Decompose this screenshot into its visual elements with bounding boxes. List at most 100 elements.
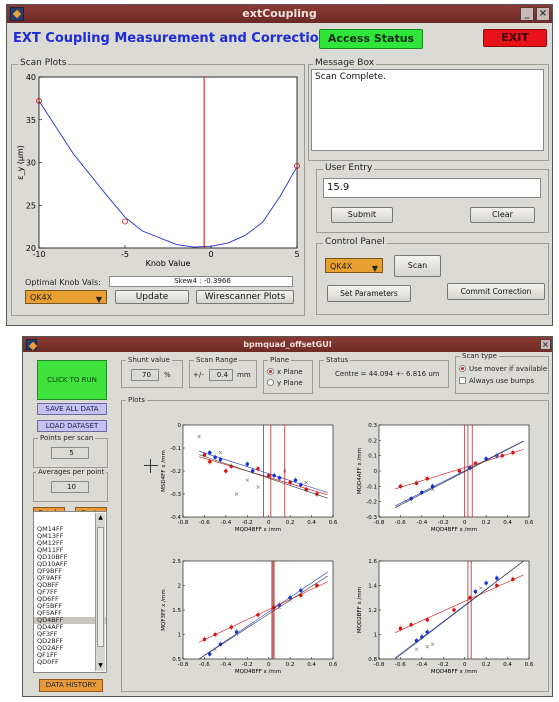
list-item[interactable]: QD4BFF <box>34 617 106 624</box>
user-entry-label: User Entry <box>323 163 375 173</box>
averages-input[interactable]: 10 <box>51 481 89 493</box>
commit-correction-button[interactable]: Commit Correction <box>447 283 545 300</box>
message-box-label: Message Box <box>313 58 377 68</box>
scan-plots-label: Scan Plots <box>18 58 69 68</box>
use-mover-radio[interactable] <box>459 365 466 372</box>
y-plane-radio[interactable] <box>267 379 274 386</box>
x-plane-radio[interactable] <box>267 368 274 375</box>
bpm-plot-msd4ff: -0.8 -0.6 -0.4 -0.2 0 0.2 0.4 0.6 0 -0.1 -0.2 -0.3 -… <box>161 423 338 533</box>
y-tick-label: -0.2 <box>366 500 377 506</box>
y-tick-label: 1.6 <box>368 559 377 565</box>
access-status-button[interactable]: Access Status <box>319 29 423 49</box>
x-tick-label: 0 <box>267 662 271 668</box>
shunt-input[interactable]: 70 <box>131 369 159 381</box>
measurement-point <box>36 98 42 104</box>
list-item[interactable]: QF5AFF <box>37 609 62 617</box>
submit-button[interactable]: Submit <box>331 207 393 223</box>
list-item[interactable]: QF1FF <box>37 651 58 659</box>
control-quad-select[interactable]: QK4X ▼ <box>325 258 383 273</box>
list-item[interactable]: QD2BFF <box>37 637 64 645</box>
x-tick-label: 0.2 <box>482 662 491 668</box>
x-tick-label: 0.6 <box>525 662 534 668</box>
measurement-point <box>122 218 128 225</box>
matlab-app-icon <box>26 339 37 350</box>
plots-label: Plots <box>126 396 147 404</box>
list-item[interactable]: QD6FF <box>37 595 59 603</box>
points-per-scan-input[interactable]: 5 <box>51 447 89 459</box>
list-item[interactable]: QM11FF <box>37 546 64 554</box>
crosshair-horizontal <box>144 465 158 466</box>
scan-range-label: Scan Range <box>194 356 240 364</box>
x-tick-label: -0.8 <box>178 662 189 668</box>
y-tick-label: 30 <box>26 159 36 168</box>
control-panel-label: Control Panel <box>323 237 387 247</box>
list-item[interactable]: QD10AFF <box>37 560 68 568</box>
y-tick-label: 25 <box>26 201 36 210</box>
close-icon[interactable]: × <box>536 7 550 21</box>
magnet-listbox[interactable]: QM14FF QM13FF QM12FF QM11FF QD10BFF QD10AFF QF… <box>33 511 107 673</box>
x-tick-label: 0.4 <box>307 520 316 526</box>
x-tick-label: 0 <box>208 250 213 259</box>
list-item[interactable]: QD8FF <box>37 581 59 589</box>
plot-quad-select[interactable]: QK4X ▼ <box>25 290 107 304</box>
x-axis-label: MQD4BFF x /mm <box>235 527 281 533</box>
message-box-panel: Message Box <box>308 58 549 161</box>
grey-fit-line <box>394 560 524 660</box>
scan-type-label: Scan type <box>460 352 499 360</box>
close-icon[interactable]: × <box>540 339 551 350</box>
scroll-up-icon[interactable]: ▲ <box>98 514 103 521</box>
list-item[interactable]: QD4AFF <box>37 623 64 631</box>
x-marker-point <box>234 492 239 496</box>
list-item[interactable]: QM14FF <box>37 525 64 533</box>
y-tick-label: 0.5 <box>172 657 181 663</box>
click-to-run-button[interactable]: CLICK TO RUN <box>37 360 107 400</box>
save-all-data-button[interactable]: SAVE ALL DATA <box>37 403 107 415</box>
status-label: Status <box>324 356 351 364</box>
update-button[interactable]: Update <box>115 290 189 304</box>
x-marker-point <box>256 485 260 489</box>
x-tick-label: -0.8 <box>374 662 385 668</box>
x-marker-point <box>218 450 223 455</box>
set-parameters-button[interactable]: Set Parameters <box>327 285 411 302</box>
listbox-scrollbar[interactable]: ▲ ▼ <box>95 513 105 671</box>
list-item[interactable]: QF7FF <box>37 588 58 596</box>
list-item[interactable]: QM13FF <box>37 532 64 540</box>
x-marker-point <box>288 598 292 602</box>
radio-selected-dot <box>461 367 464 370</box>
chevron-down-icon: ▼ <box>371 264 378 273</box>
x-tick-label: -0.8 <box>178 520 189 526</box>
always-bumps-checkbox[interactable] <box>459 377 466 384</box>
exit-button[interactable]: EXIT <box>483 29 547 47</box>
scan-button[interactable]: Scan <box>394 255 441 277</box>
scan-range-input[interactable]: 0.4 <box>209 369 233 381</box>
y-tick-label: 1 <box>178 633 182 639</box>
x-tick-label: -0.6 <box>199 520 210 526</box>
user-entry-input[interactable]: 15.9 <box>323 178 541 198</box>
x-tick-label: -0.2 <box>438 662 449 668</box>
x-tick-label: -0.2 <box>242 520 253 526</box>
wirescanner-plots-button[interactable]: Wirescanner Plots <box>196 290 294 304</box>
x-tick-label: -0.4 <box>220 662 231 668</box>
list-item[interactable]: QM12FF <box>37 539 64 547</box>
shunt-unit: % <box>164 371 171 379</box>
scroll-down-icon[interactable]: ▼ <box>98 662 103 669</box>
x-tick-label: -0.4 <box>220 520 231 526</box>
y-tick-label: 0.2 <box>368 438 377 444</box>
list-item[interactable]: QF3FF <box>37 630 58 638</box>
list-item[interactable]: QD10BFF <box>37 553 68 561</box>
clear-button[interactable]: Clear <box>470 207 535 223</box>
list-item[interactable]: QD0FF <box>37 658 59 666</box>
load-dataset-button[interactable]: LOAD DATASET <box>37 420 107 432</box>
minimize-icon[interactable]: _ <box>520 7 534 21</box>
scrollbar-thumb[interactable] <box>97 527 104 647</box>
x-marker-point <box>277 605 282 610</box>
list-item[interactable]: QF5BFF <box>37 602 62 610</box>
y-tick-label: -0.2 <box>170 469 181 475</box>
list-item[interactable]: QF9BFF <box>37 567 62 575</box>
list-item[interactable]: QD2AFF <box>37 644 64 652</box>
data-history-button[interactable]: DATA HISTORY <box>39 679 103 692</box>
y-tick-label: 35 <box>26 116 36 125</box>
y-tick-label: -0.3 <box>366 515 377 521</box>
crosshair-vertical <box>150 459 151 473</box>
list-item[interactable]: QF9AFF <box>37 574 62 582</box>
